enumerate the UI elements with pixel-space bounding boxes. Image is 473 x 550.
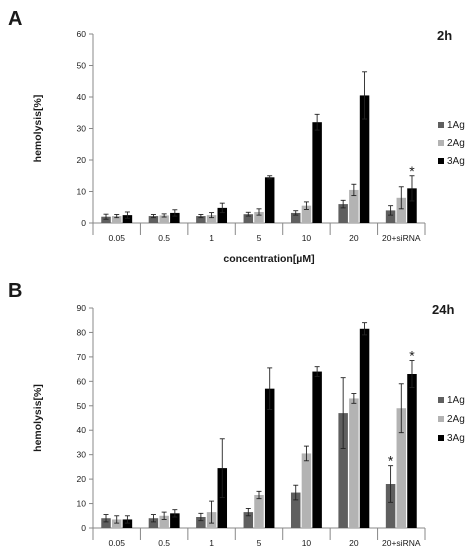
significance-star: * <box>409 348 415 364</box>
legend-swatch-1ag <box>438 122 444 128</box>
x-tick-label: 20+siRNA <box>382 538 421 548</box>
bar-2ag <box>301 453 312 528</box>
y-tick-label: 0 <box>81 523 86 533</box>
bar-1ag <box>101 216 111 223</box>
y-tick-label: 10 <box>77 499 87 509</box>
bar-2ag <box>396 408 407 528</box>
bar-3ag <box>217 207 228 223</box>
y-tick-label: 10 <box>77 187 87 197</box>
bar-2ag <box>206 215 217 223</box>
bar-3ag <box>407 188 417 223</box>
chart-panel-a: A 2h 0 10 20 30 40 50 60 0.05 0.5 1 5 10 20 20+siRNA con… <box>8 8 465 265</box>
x-tick-label: 5 <box>257 538 262 548</box>
x-tick-label: 0.5 <box>158 233 170 243</box>
y-tick-label: 70 <box>77 352 87 362</box>
bar-2ag <box>301 205 312 223</box>
bar-3ag <box>312 122 322 223</box>
bar-2ag <box>159 515 169 528</box>
x-tick-label: 0.5 <box>158 538 170 548</box>
legend-label: 2Ag <box>447 414 465 425</box>
bar-3ag <box>122 215 133 223</box>
bar-3ag <box>264 388 275 528</box>
x-axis-title: concentration[µM] <box>223 253 314 265</box>
bar-1ag <box>148 518 159 528</box>
bar-1ag <box>385 210 396 223</box>
chart-panel-b: B 24h 0 10 20 30 40 50 60 70 80 90 0.05 0.5 1 5 10 20 20+s… <box>8 280 465 548</box>
bar-2ag <box>254 211 264 223</box>
bar-1ag <box>101 518 111 528</box>
legend-swatch-1ag <box>438 397 444 403</box>
bar-3ag <box>359 95 370 223</box>
x-tick-label: 20+siRNA <box>382 233 421 243</box>
x-tick-label: 10 <box>302 538 312 548</box>
bar-2ag <box>254 495 264 528</box>
y-tick-label: 0 <box>81 218 86 228</box>
bar-1ag <box>243 512 254 528</box>
y-tick-label: 30 <box>77 450 87 460</box>
y-tick-label: 40 <box>77 425 87 435</box>
legend-label: 1Ag <box>447 395 465 406</box>
bar-3ag <box>217 468 228 528</box>
significance-star: * <box>409 163 415 179</box>
bar-2ag <box>349 398 359 528</box>
time-label: 24h <box>432 302 454 317</box>
x-tick-label: 1 <box>209 233 214 243</box>
bar-1ag <box>338 413 348 528</box>
time-label: 2h <box>437 28 452 43</box>
x-tick-label: 5 <box>257 233 262 243</box>
bar-1ag <box>290 212 301 223</box>
y-tick-label: 20 <box>77 474 87 484</box>
panel-label: B <box>8 280 22 302</box>
bar-3ag <box>170 212 180 223</box>
bar-2ag <box>159 215 169 223</box>
legend-label: 3Ag <box>447 433 465 444</box>
y-tick-label: 20 <box>77 155 87 165</box>
bar-2ag <box>349 189 359 223</box>
panel-label: A <box>8 8 22 30</box>
bar-3ag <box>264 177 275 223</box>
bar-3ag <box>407 374 417 528</box>
bar-1ag <box>338 204 348 223</box>
legend-swatch-3ag <box>438 158 444 164</box>
y-tick-label: 50 <box>77 401 87 411</box>
bar-3ag <box>122 519 133 528</box>
bar-2ag <box>111 216 122 223</box>
x-tick-label: 20 <box>349 538 359 548</box>
legend-label: 1Ag <box>447 120 465 131</box>
y-tick-label: 30 <box>77 124 87 134</box>
x-tick-label: 20 <box>349 233 359 243</box>
y-axis-title: hemolysis[%] <box>32 384 44 452</box>
bar-2ag <box>111 519 122 528</box>
bar-1ag <box>290 492 301 528</box>
bar-3ag <box>312 371 322 528</box>
legend-swatch-2ag <box>438 140 444 146</box>
bar-2ag <box>396 197 407 223</box>
bar-1ag <box>196 216 206 223</box>
bar-1ag <box>148 216 159 223</box>
legend-label: 3Ag <box>447 156 465 167</box>
y-tick-label: 60 <box>77 29 87 39</box>
y-axis-title: hemolysis[%] <box>32 95 44 163</box>
x-tick-label: 0.05 <box>108 538 125 548</box>
legend-swatch-2ag <box>438 416 444 422</box>
bar-3ag <box>359 328 370 528</box>
y-tick-label: 90 <box>77 303 87 313</box>
y-tick-label: 80 <box>77 327 87 337</box>
bar-1ag <box>196 517 206 528</box>
y-tick-label: 40 <box>77 92 87 102</box>
significance-star: * <box>388 453 394 469</box>
x-tick-label: 10 <box>302 233 312 243</box>
bar-1ag <box>385 484 396 528</box>
x-tick-label: 1 <box>209 538 214 548</box>
x-tick-label: 0.05 <box>108 233 125 243</box>
y-tick-label: 50 <box>77 61 87 71</box>
y-tick-label: 60 <box>77 376 87 386</box>
legend-swatch-3ag <box>438 435 444 441</box>
bar-3ag <box>170 513 180 528</box>
bar-1ag <box>243 214 254 223</box>
legend-label: 2Ag <box>447 138 465 149</box>
